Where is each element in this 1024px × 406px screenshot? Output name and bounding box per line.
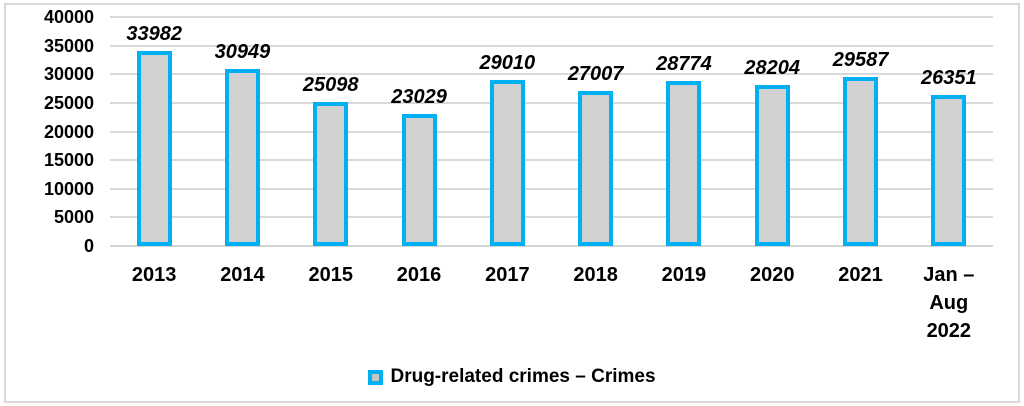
y-tick-label: 35000 — [43, 35, 94, 56]
bar-slot: 28774 — [640, 0, 728, 246]
bar-value-label: 23029 — [391, 86, 447, 108]
y-tick-label: 10000 — [43, 178, 94, 199]
x-tick-label-text: 2019 — [661, 264, 707, 286]
bar-value-label: 28774 — [656, 53, 712, 75]
x-tick-label: 2017 — [463, 261, 551, 345]
x-tick-label: 2014 — [198, 261, 286, 345]
bar-value-label: 26351 — [921, 67, 977, 89]
x-tick-label: 2013 — [110, 261, 198, 345]
bar — [578, 91, 614, 246]
bar — [401, 114, 437, 246]
bar-slot: 29587 — [816, 0, 904, 246]
bar — [931, 95, 967, 246]
y-tick-label: 20000 — [43, 121, 94, 142]
bar-slot: 29010 — [463, 0, 551, 246]
x-tick-label-text: Jan – Aug 2022 — [923, 264, 975, 342]
bar-slot: 25098 — [287, 0, 375, 246]
gridline — [110, 159, 993, 162]
x-tick-label: 2016 — [375, 261, 463, 345]
bar-value-label: 27007 — [567, 63, 624, 85]
bar — [666, 81, 702, 246]
x-tick-label-text: 2017 — [485, 264, 530, 286]
x-tick-label-text: 2021 — [838, 264, 883, 286]
plot-area: 33982 30949 25098 23029 29010 27007 28774 28204… — [110, 16, 993, 247]
bar-slot: 26351 — [905, 0, 993, 246]
bars-container: 33982 30949 25098 23029 29010 27007 28774 28204… — [110, 0, 993, 246]
x-tick-label-text: 2014 — [220, 264, 265, 286]
x-tick-label: 2021 — [816, 261, 904, 345]
gridline — [110, 130, 993, 133]
gridline — [110, 16, 993, 18]
bar-slot: 23029 — [375, 0, 463, 246]
bar-value-label: 33982 — [126, 23, 182, 45]
bar-value-label: 25098 — [302, 74, 359, 96]
x-tick-label: 2015 — [287, 261, 375, 345]
y-axis: 40000 35000 30000 25000 20000 15000 10000 5000 0 — [6, 7, 94, 256]
bar — [489, 80, 525, 246]
legend: Drug-related crimes – Crimes — [6, 366, 1018, 388]
x-tick-label: 2019 — [640, 261, 728, 345]
x-axis-line — [110, 245, 993, 247]
bar-value-label: 29587 — [832, 49, 889, 71]
bar-slot: 27007 — [551, 0, 639, 246]
x-tick-label-text: 2016 — [396, 264, 442, 286]
bar-value-label: 28204 — [744, 57, 801, 79]
gridline — [110, 44, 993, 47]
x-axis: 2013 2014 2015 2016 2017 2018 2019 2020 2021 Jan … — [110, 261, 993, 345]
y-tick-label: 15000 — [43, 150, 94, 171]
bar — [313, 102, 349, 246]
x-tick-label-text: 2013 — [131, 264, 177, 286]
bar-slot: 30949 — [198, 0, 286, 246]
y-tick-label: 25000 — [43, 92, 94, 113]
bar-slot: 33982 — [110, 0, 198, 246]
x-tick-label-text: 2018 — [573, 264, 618, 286]
gridline — [110, 101, 993, 104]
x-tick-label-text: 2020 — [749, 264, 795, 286]
y-tick-label: 40000 — [43, 7, 94, 27]
bar-value-label: 30949 — [214, 41, 271, 63]
gridline — [110, 187, 993, 190]
bar-slot: 28204 — [728, 0, 816, 246]
legend-label: Drug-related crimes – Crimes — [390, 366, 656, 387]
legend-swatch-icon — [368, 369, 384, 385]
x-tick-label: Jan – Aug 2022 — [905, 261, 993, 345]
y-tick-label: 5000 — [53, 207, 94, 228]
gridline — [110, 73, 993, 76]
chart-frame: 40000 35000 30000 25000 20000 15000 10000 5000 0… — [4, 3, 1020, 403]
x-tick-label-text: 2015 — [308, 264, 353, 286]
bar — [754, 85, 790, 246]
y-tick-label: 30000 — [43, 64, 94, 85]
x-tick-label: 2018 — [551, 261, 639, 345]
y-tick-label: 0 — [83, 236, 94, 256]
bar-value-label: 29010 — [479, 52, 536, 74]
bar — [843, 77, 879, 246]
gridline — [110, 216, 993, 219]
x-tick-label: 2020 — [728, 261, 816, 345]
bar — [224, 69, 260, 246]
bar — [136, 51, 172, 246]
